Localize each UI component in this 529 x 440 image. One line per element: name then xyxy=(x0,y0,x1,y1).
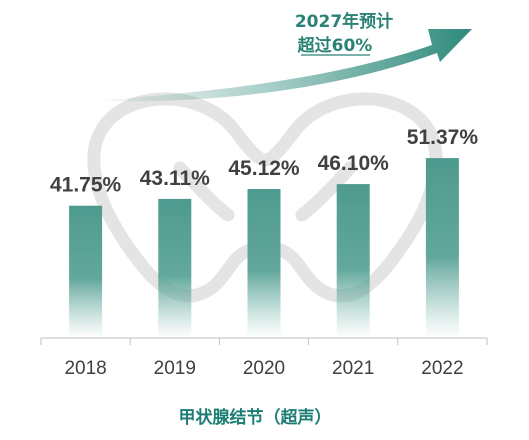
x-tick-label-2020: 2020 xyxy=(243,358,285,379)
data-label-2018: 41.75% xyxy=(50,174,122,197)
data-label-2019: 43.11% xyxy=(140,167,210,190)
bar-2021 xyxy=(336,184,370,338)
data-label-2021: 46.10% xyxy=(318,152,390,175)
bar-2022 xyxy=(425,158,459,338)
x-axis: 2018 2019 2020 2021 2022 xyxy=(40,337,488,379)
x-tick-label-2022: 2022 xyxy=(421,358,463,379)
forecast-annotation-line2: 超过60% xyxy=(298,35,373,56)
x-axis-label: 甲状腺结节（超声） xyxy=(179,407,332,428)
data-label-2022: 51.37% xyxy=(407,126,479,149)
bar-2019 xyxy=(158,198,192,338)
bar-series: 41.75% 43.11% 45.12% 46.10% 51.37% xyxy=(50,126,478,338)
bar-2020 xyxy=(247,189,281,338)
forecast-annotation-line1: 2027年预计 xyxy=(295,11,393,32)
x-tick-label-2021: 2021 xyxy=(332,358,374,379)
thyroid-watermark-icon xyxy=(87,92,443,303)
trend-arrow-icon xyxy=(92,29,472,102)
bar-2018 xyxy=(69,205,103,338)
x-tick-label-2018: 2018 xyxy=(64,358,106,379)
x-tick-label-2019: 2019 xyxy=(154,358,196,379)
data-label-2020: 45.12% xyxy=(228,157,300,180)
